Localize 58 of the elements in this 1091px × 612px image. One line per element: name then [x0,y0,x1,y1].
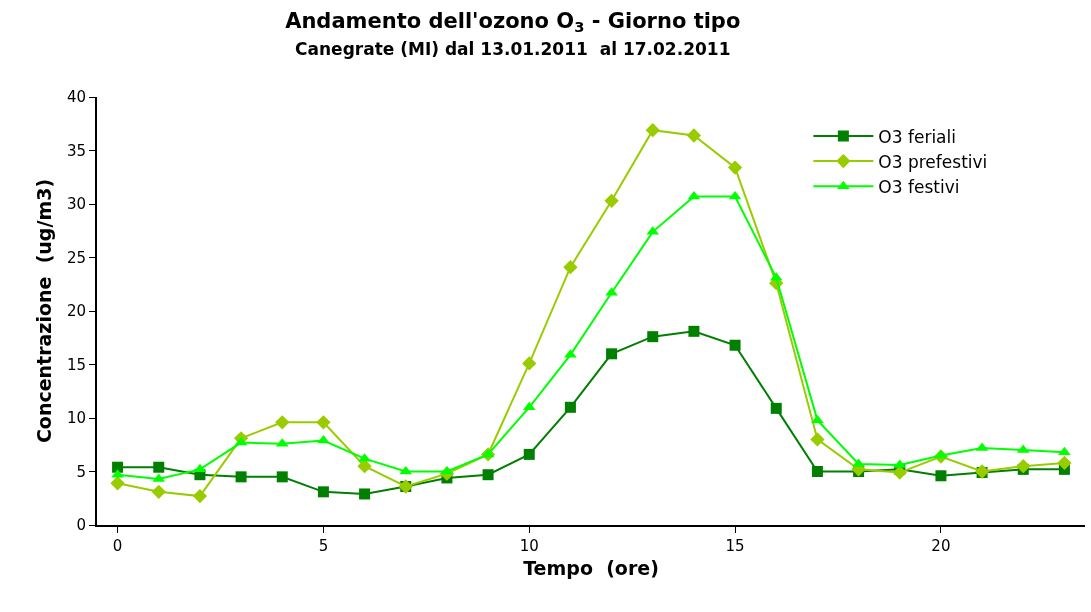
point [359,488,371,500]
point [935,470,947,482]
point [482,469,494,481]
point [481,448,495,458]
x-tick-label: 15 [725,537,745,555]
point [317,486,329,498]
point [729,339,741,351]
point [522,401,536,411]
point [688,325,700,337]
point [934,449,948,459]
point [523,448,535,460]
legend-label: O3 festivi [878,176,960,197]
point [235,471,247,483]
point [770,402,782,414]
x-tick-label: 20 [931,537,951,555]
point [110,476,125,491]
y-tick-label: 5 [76,462,86,481]
point [275,415,290,430]
point [811,466,823,477]
point [151,484,166,499]
x-axis-title: Tempo (ore) [523,557,659,580]
point [193,463,207,473]
y-axis-title: Concentrazione (ug/m3) [33,178,56,444]
y-tick-label: 15 [66,355,86,374]
point [892,465,907,480]
y-tick-label: 20 [66,302,86,321]
point [522,356,537,371]
y-tick-label: 0 [76,516,86,535]
x-tick-label: 5 [318,537,329,555]
y-tick-label: 30 [66,195,86,214]
point [1057,455,1072,471]
x-tick-label: 0 [112,537,123,555]
point [604,193,619,208]
legend-label: O3 feriali [878,126,956,147]
point [727,160,743,175]
chart-title: Andamento dell'ozono O$_{3}$ - Giorno tipo [285,8,741,35]
x-tick-label: 10 [519,537,539,555]
y-tick-label: 35 [66,141,86,160]
point [606,348,618,360]
chart-subtitle: Canegrate (MI) dal 13.01.2011 al 17.02.2011 [295,38,731,59]
point [192,488,208,504]
point [564,401,576,413]
y-tick-label: 25 [66,248,86,267]
point [647,331,659,343]
point [153,461,165,473]
y-tick-label: 40 [66,88,86,107]
point [316,415,331,430]
point [686,128,702,143]
legend-label: O3 prefestivi [878,151,988,172]
point [563,259,578,275]
y-tick-label: 10 [66,409,86,428]
point [357,459,372,474]
point [810,432,825,447]
point [276,471,288,483]
point [645,123,660,138]
point [1016,459,1031,474]
point [112,461,124,473]
point [317,434,330,444]
